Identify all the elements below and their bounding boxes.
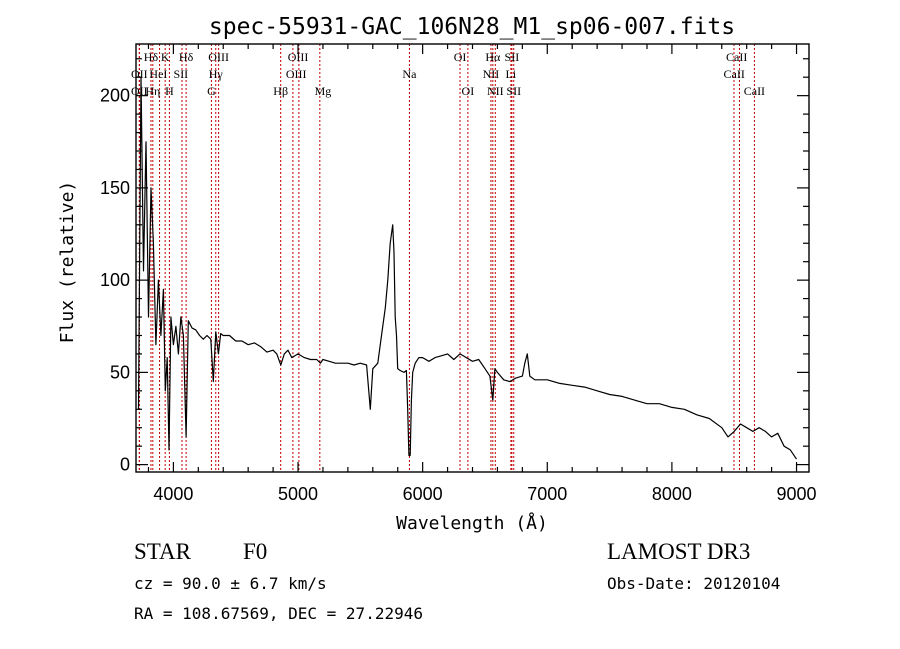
- line-label: CaII: [726, 50, 747, 64]
- line-label: OI: [462, 84, 475, 98]
- object-subclass: F0: [243, 539, 267, 564]
- obs-date-readout: Obs-Date: 20120104: [607, 574, 780, 593]
- line-label: H: [165, 84, 174, 98]
- survey-label: LAMOST DR3: [607, 539, 750, 564]
- line-label: NII: [483, 67, 500, 81]
- line-label: CaII: [744, 84, 765, 98]
- line-label: NII: [487, 84, 504, 98]
- x-tick-label: 4000: [153, 484, 193, 504]
- y-tick-label: 200: [100, 86, 130, 106]
- redshift-readout: cz = 90.0 ± 6.7 km/s: [134, 574, 327, 593]
- chart-title: spec-55931-GAC_106N28_M1_sp06-007.fits: [209, 14, 735, 40]
- line-label: OIII: [286, 67, 307, 81]
- plot-frame: [135, 43, 810, 473]
- y-tick-label: 100: [100, 270, 130, 290]
- line-label: Hδ: [144, 50, 159, 64]
- x-tick-label: 5000: [278, 484, 318, 504]
- line-label: SII: [506, 84, 521, 98]
- line-label: CaII: [724, 67, 745, 81]
- line-label: OII: [131, 84, 148, 98]
- line-label: Hα: [485, 50, 501, 64]
- line-label: Na: [402, 67, 417, 81]
- line-label: Hη: [145, 84, 160, 98]
- object-class: STAR: [134, 539, 192, 564]
- line-label: Hγ: [209, 67, 224, 81]
- line-label: Mg: [315, 84, 332, 98]
- line-label: Li: [506, 67, 517, 81]
- y-tick-label: 150: [100, 178, 130, 198]
- line-label: Hδ: [179, 50, 194, 64]
- line-label: G: [207, 84, 216, 98]
- y-tick-label: 50: [110, 362, 130, 382]
- line-label: OII: [131, 67, 148, 81]
- line-label: OIII: [288, 50, 309, 64]
- line-label: OI: [454, 50, 467, 64]
- x-axis-label: Wavelength (Å): [396, 512, 548, 534]
- coordinates-readout: RA = 108.67569, DEC = 27.22946: [134, 604, 423, 623]
- x-tick-label: 8000: [652, 484, 692, 504]
- x-tick-label: 7000: [527, 484, 567, 504]
- y-axis-label: Flux (relative): [57, 181, 78, 344]
- line-label: HeI: [149, 67, 167, 81]
- line-label: Hβ: [273, 84, 288, 98]
- y-tick-label: 0: [120, 455, 130, 475]
- line-label: SII: [505, 50, 520, 64]
- line-label: SII: [174, 67, 189, 81]
- x-tick-label: 6000: [403, 484, 443, 504]
- flux-line: [137, 76, 797, 460]
- line-label: K: [161, 50, 170, 64]
- line-label: OIII: [208, 50, 229, 64]
- axis-ticks: 4000 5000 6000 7000 8000 9000 0 50 100 150 200: [100, 44, 817, 504]
- spectral-line-markers: [138, 44, 755, 472]
- x-tick-label: 9000: [777, 484, 817, 504]
